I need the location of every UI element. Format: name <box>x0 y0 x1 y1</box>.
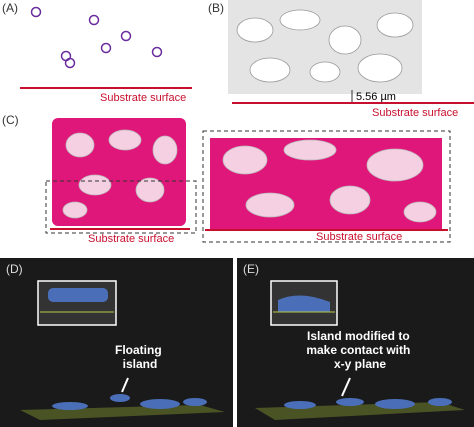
lattice-holes <box>236 9 414 83</box>
particles <box>30 6 163 69</box>
lattice-holes <box>222 139 437 223</box>
panel-e: (E) Island modified to make contact with… <box>237 258 474 427</box>
panel-label: (D) <box>6 262 23 276</box>
caption: Substrate surface <box>88 233 174 245</box>
islands <box>284 398 452 409</box>
islands <box>52 394 207 410</box>
inset-island <box>278 295 330 312</box>
annotation: Floating island <box>115 343 165 371</box>
panel-label: (C) <box>2 113 19 127</box>
panel-a: (A) Substrate surface <box>2 1 192 104</box>
zoom-box <box>202 130 451 243</box>
panel-label: (B) <box>208 1 224 15</box>
panel-label: (A) <box>2 1 18 15</box>
inset <box>37 280 117 326</box>
panel-c: (C) Substrate surface Substrate surface <box>2 113 451 245</box>
caption: Substrate surface <box>316 231 402 243</box>
arrow <box>341 377 351 397</box>
arrow <box>121 377 129 393</box>
lattice-holes <box>62 129 178 219</box>
caption: Substrate surface <box>372 107 458 119</box>
measurement: 5.56 µm <box>356 91 396 103</box>
panel-b: (B) 5.56 µm Substrate surface <box>208 0 474 119</box>
caption: Substrate surface <box>100 92 186 104</box>
inset-island <box>48 288 108 302</box>
panel-label: (E) <box>243 262 259 276</box>
zoom-box <box>45 180 197 234</box>
panel-d: (D) Floating island <box>0 258 233 427</box>
annotation: Island modified to make contact with x-y… <box>306 329 413 371</box>
